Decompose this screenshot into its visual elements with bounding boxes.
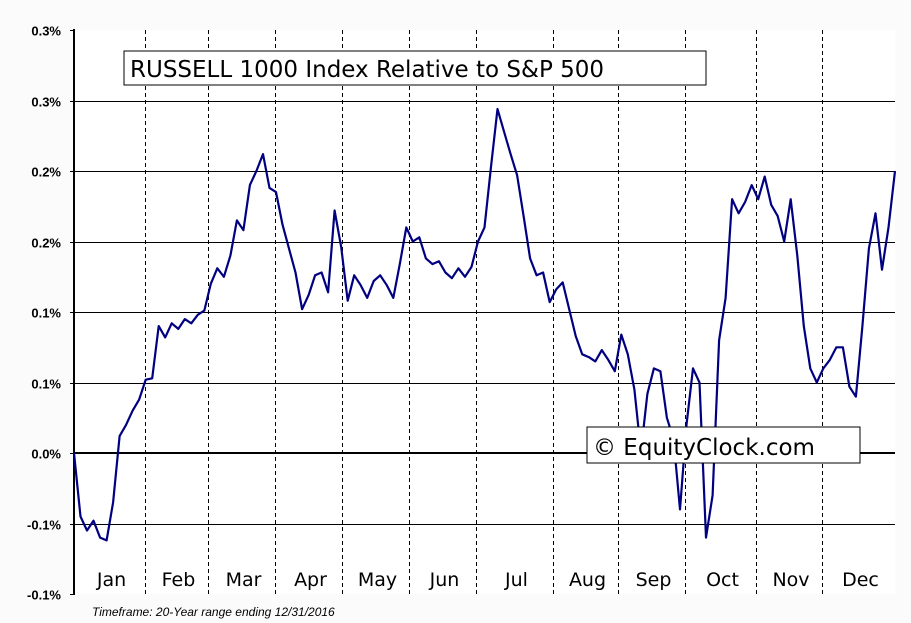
timeframe-footnote: Timeframe: 20-Year range ending 12/31/20…	[92, 605, 335, 619]
x-tick-label-dec: Dec	[842, 569, 879, 591]
x-tick-label-jul: Jul	[504, 569, 528, 591]
chart-title: RUSSELL 1000 Index Relative to S&P 500	[130, 57, 604, 83]
x-tick-label-jun: Jun	[429, 569, 460, 591]
y-tick-label: 0.2%	[31, 236, 61, 251]
month-separators	[145, 30, 823, 594]
y-tick-label: 0.3%	[31, 24, 61, 39]
y-tick-label: 0.3%	[31, 95, 61, 110]
x-tick-label-jan: Jan	[96, 569, 126, 591]
x-tick-label-aug: Aug	[569, 569, 606, 591]
chart-title-box: RUSSELL 1000 Index Relative to S&P 500	[123, 50, 707, 86]
y-tick-label: 0.0%	[31, 447, 61, 462]
y-tick-label: 0.2%	[31, 165, 61, 180]
x-tick-label-mar: Mar	[226, 569, 262, 591]
x-tick-label-may: May	[358, 569, 397, 591]
y-tick-label: -0.1%	[27, 588, 61, 603]
watermark-box: © EquityClock.com	[586, 426, 861, 464]
watermark-text: © EquityClock.com	[593, 435, 815, 461]
y-axis-ticks: 0.3% 0.3% 0.2% 0.2% 0.1% 0.1% 0.0% -0.1% -0.1%	[27, 24, 74, 603]
x-tick-label-sep: Sep	[636, 569, 672, 591]
x-axis-labels: Jan Feb Mar Apr May Jun Jul Aug Sep Oct Nov Dec	[96, 569, 879, 591]
y-tick-label: 0.1%	[31, 377, 61, 392]
data-series-line	[72, 107, 897, 542]
y-tick-label: 0.1%	[31, 306, 61, 321]
x-tick-label-apr: Apr	[294, 569, 327, 591]
x-tick-label-oct: Oct	[706, 569, 739, 591]
y-tick-label: -0.1%	[27, 518, 61, 533]
x-tick-label-feb: Feb	[162, 569, 196, 591]
horizontal-gridlines	[74, 101, 895, 525]
x-tick-label-nov: Nov	[772, 569, 809, 591]
